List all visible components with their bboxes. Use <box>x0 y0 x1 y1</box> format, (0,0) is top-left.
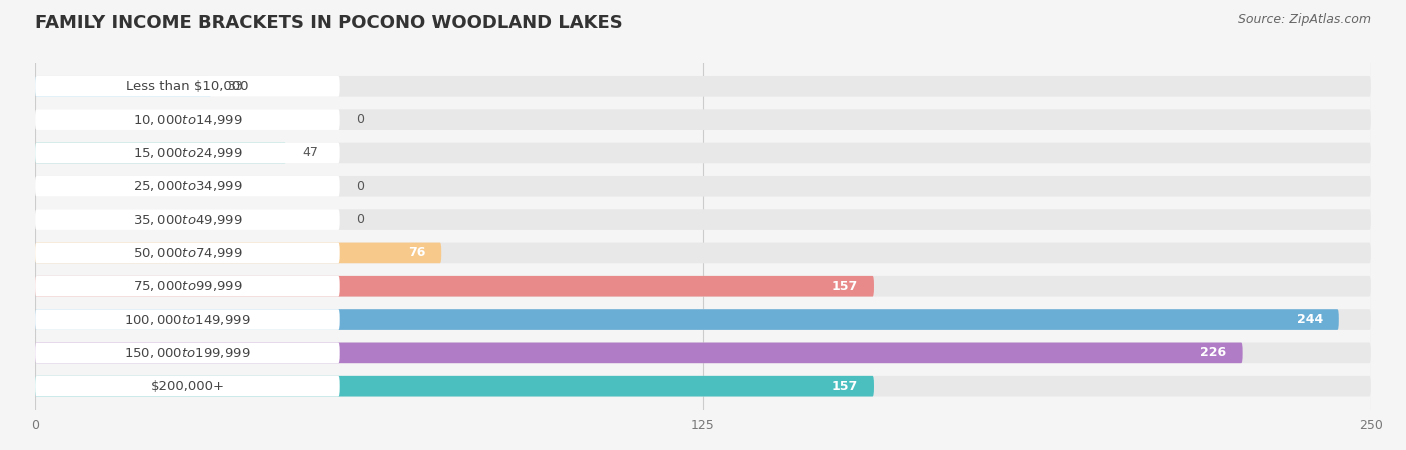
FancyBboxPatch shape <box>35 143 1371 163</box>
Text: Source: ZipAtlas.com: Source: ZipAtlas.com <box>1237 14 1371 27</box>
FancyBboxPatch shape <box>35 342 1243 363</box>
FancyBboxPatch shape <box>35 276 340 297</box>
Text: $50,000 to $74,999: $50,000 to $74,999 <box>132 246 242 260</box>
Text: FAMILY INCOME BRACKETS IN POCONO WOODLAND LAKES: FAMILY INCOME BRACKETS IN POCONO WOODLAN… <box>35 14 623 32</box>
FancyBboxPatch shape <box>35 76 1371 97</box>
FancyBboxPatch shape <box>35 143 340 163</box>
Text: 157: 157 <box>832 380 858 393</box>
FancyBboxPatch shape <box>35 276 1371 297</box>
FancyBboxPatch shape <box>35 276 875 297</box>
FancyBboxPatch shape <box>35 109 340 130</box>
Text: 0: 0 <box>356 213 364 226</box>
Text: $25,000 to $34,999: $25,000 to $34,999 <box>132 179 242 193</box>
Text: $10,000 to $14,999: $10,000 to $14,999 <box>132 112 242 126</box>
FancyBboxPatch shape <box>35 209 1371 230</box>
Text: 244: 244 <box>1296 313 1323 326</box>
FancyBboxPatch shape <box>35 176 340 197</box>
FancyBboxPatch shape <box>35 376 340 396</box>
FancyBboxPatch shape <box>35 209 340 230</box>
FancyBboxPatch shape <box>35 309 340 330</box>
FancyBboxPatch shape <box>35 309 1339 330</box>
Text: $200,000+: $200,000+ <box>150 380 225 393</box>
Text: 0: 0 <box>356 180 364 193</box>
FancyBboxPatch shape <box>35 143 287 163</box>
FancyBboxPatch shape <box>35 342 340 363</box>
Text: 33: 33 <box>228 80 243 93</box>
FancyBboxPatch shape <box>35 309 1371 330</box>
Text: 47: 47 <box>302 146 318 159</box>
Text: 76: 76 <box>408 247 425 259</box>
Text: $150,000 to $199,999: $150,000 to $199,999 <box>124 346 250 360</box>
FancyBboxPatch shape <box>35 76 340 97</box>
FancyBboxPatch shape <box>35 376 1371 396</box>
Text: $15,000 to $24,999: $15,000 to $24,999 <box>132 146 242 160</box>
FancyBboxPatch shape <box>35 243 1371 263</box>
Text: 0: 0 <box>356 113 364 126</box>
FancyBboxPatch shape <box>35 243 340 263</box>
Text: $75,000 to $99,999: $75,000 to $99,999 <box>132 279 242 293</box>
FancyBboxPatch shape <box>35 243 441 263</box>
Text: $100,000 to $149,999: $100,000 to $149,999 <box>124 313 250 327</box>
Text: 157: 157 <box>832 280 858 293</box>
Text: Less than $10,000: Less than $10,000 <box>127 80 249 93</box>
Text: 226: 226 <box>1201 346 1226 360</box>
FancyBboxPatch shape <box>35 342 1371 363</box>
FancyBboxPatch shape <box>35 376 875 396</box>
FancyBboxPatch shape <box>35 176 1371 197</box>
FancyBboxPatch shape <box>35 109 1371 130</box>
Text: $35,000 to $49,999: $35,000 to $49,999 <box>132 212 242 227</box>
FancyBboxPatch shape <box>35 76 211 97</box>
